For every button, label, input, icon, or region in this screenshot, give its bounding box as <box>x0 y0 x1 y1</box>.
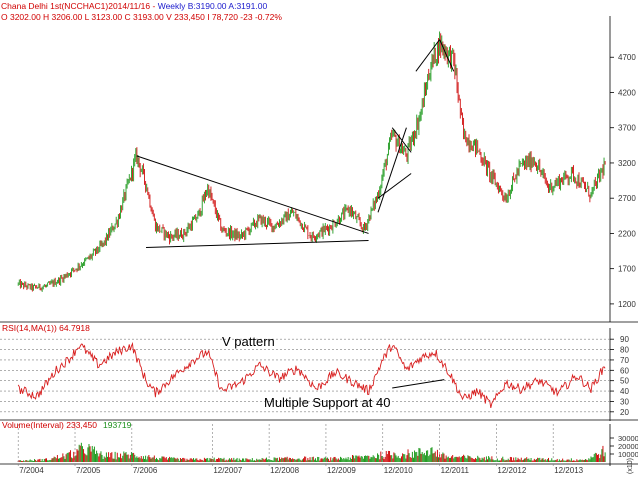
volume-unit-label: (x10) <box>627 458 634 474</box>
price-tick-label: 4700 <box>618 53 636 62</box>
rsi-tick-label: 80 <box>620 346 629 355</box>
time-tick-label: 7/2005 <box>76 466 101 475</box>
rsi-tick-label: 50 <box>620 377 629 386</box>
chart-title-separator: - <box>150 1 158 11</box>
rsi-tick-label: 30 <box>620 397 629 406</box>
volume-title: Volume(Interval) 233,450 193719 <box>2 420 132 430</box>
price-trendline <box>415 39 440 72</box>
v-pattern-annotation: V pattern <box>222 334 275 349</box>
ohlc-readout: O 3202.00 H 3206.00 L 3123.00 C 3193.00 … <box>1 12 282 22</box>
price-tick-label: 3200 <box>618 159 636 168</box>
time-tick-label: 12/2007 <box>213 466 242 475</box>
price-trendline <box>439 39 455 72</box>
support-annotation: Multiple Support at 40 <box>264 395 390 410</box>
time-tick-label: 7/2006 <box>133 466 158 475</box>
volume-title-extra: 193719 <box>103 420 132 430</box>
time-tick-label: 12/2010 <box>384 466 413 475</box>
price-trendline <box>377 127 407 213</box>
price-tick-label: 2200 <box>618 229 636 238</box>
price-panel: 4700 4200 3700 3200 2700 2200 1700 1200 <box>0 16 638 323</box>
volume-title-main: Volume(Interval) 233,450 <box>2 420 97 430</box>
price-tick-label: 3700 <box>618 124 636 133</box>
rsi-trendline <box>392 379 445 389</box>
rsi-tick-label: 40 <box>620 387 629 396</box>
price-trendline <box>136 155 369 234</box>
time-tick-label: 12/2013 <box>554 466 583 475</box>
rsi-tick-label: 90 <box>620 335 629 344</box>
rsi-tick-label: 60 <box>620 366 629 375</box>
price-trendline <box>391 127 412 153</box>
time-tick-label: 7/2004 <box>19 466 44 475</box>
time-tick-label: 12/2008 <box>270 466 299 475</box>
time-tick-label: 12/2012 <box>497 466 526 475</box>
time-tick-label: 12/2009 <box>327 466 356 475</box>
price-tick-label: 1200 <box>618 300 636 309</box>
price-trendline <box>146 239 369 249</box>
rsi-title: RSI(14,MA(1)) 64.7918 <box>2 323 90 333</box>
rsi-tick-label: 70 <box>620 356 629 365</box>
chart-title: Chana Delhi 1st(NCCHAC1)2014/11/16 <box>1 1 151 11</box>
price-tick-label: 1700 <box>618 265 636 274</box>
price-tick-label: 4200 <box>618 88 636 97</box>
time-axis: 7/2004 7/2005 7/2006 12/2007 12/2008 12/2009 1… <box>17 424 584 475</box>
price-tick-label: 2700 <box>618 194 636 203</box>
chart-header-line1: Chana Delhi 1st(NCCHAC1)2014/11/16 - Wee… <box>1 1 267 11</box>
volume-tick-label: 20000 <box>618 442 638 451</box>
volume-tick-label: 10000 <box>618 450 638 459</box>
price-trendline <box>377 173 412 199</box>
volume-tick-label: 30000 <box>618 434 638 443</box>
bid-ask-readout: Weekly B:3190.00 A:3191.00 <box>157 1 268 11</box>
time-tick-label: 12/2011 <box>441 466 470 475</box>
rsi-tick-label: 20 <box>620 408 629 417</box>
rsi-line <box>17 341 606 409</box>
